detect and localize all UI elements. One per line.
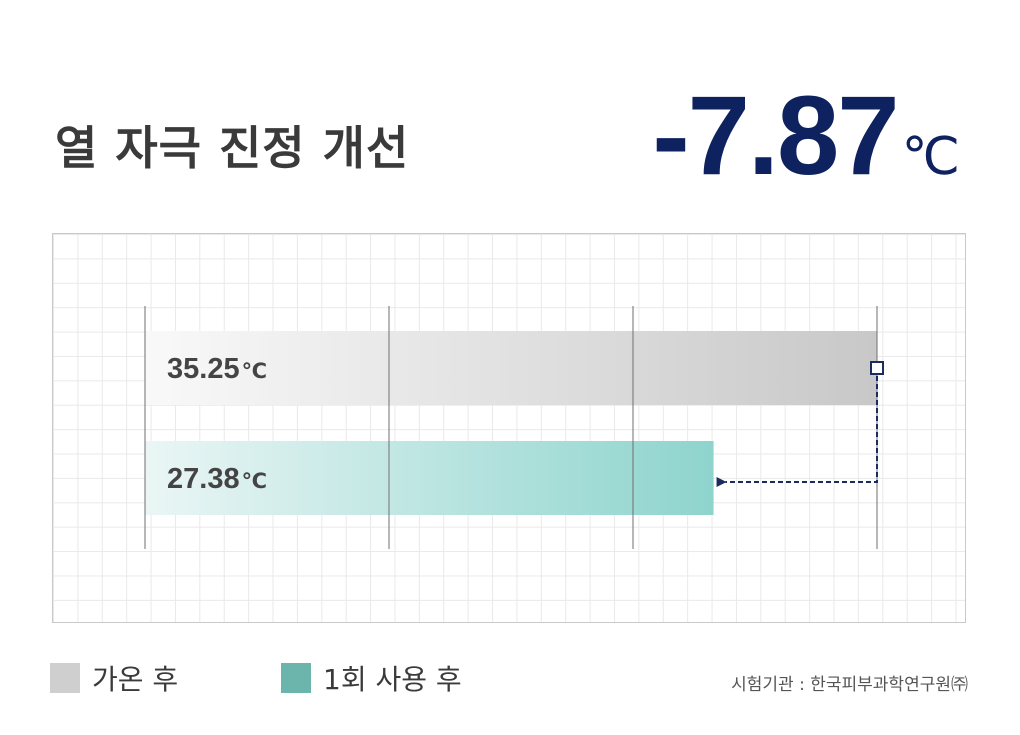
headline-number: -7.87 (652, 73, 899, 198)
test-institution-note: 시험기관 : 한국피부과학연구원㈜ (731, 675, 968, 695)
legend-item-after: 1회 사용 후 (281, 662, 462, 696)
chart-area: 35.25℃ 27.38℃ (52, 233, 966, 623)
legend-label-after: 1회 사용 후 (323, 663, 462, 696)
bar-before (145, 331, 877, 405)
legend-item-before: 가온 후 (50, 662, 178, 696)
bar-value-label: 27.38℃ (167, 463, 267, 495)
difference-arrow (716, 368, 878, 487)
bar-value-label: 35.25℃ (167, 353, 267, 385)
chart-title: 열 자극 진정 개선 (55, 121, 410, 175)
legend-swatch-before (50, 663, 80, 693)
bar-chart: 35.25℃ 27.38℃ (144, 306, 884, 549)
headline-unit: ℃ (901, 127, 960, 187)
headline-value: -7.87℃ (652, 80, 960, 192)
difference-start-marker (870, 361, 884, 375)
bar-after (145, 441, 714, 515)
legend-label-before: 가온 후 (92, 663, 179, 696)
legend-swatch-after (281, 663, 311, 693)
